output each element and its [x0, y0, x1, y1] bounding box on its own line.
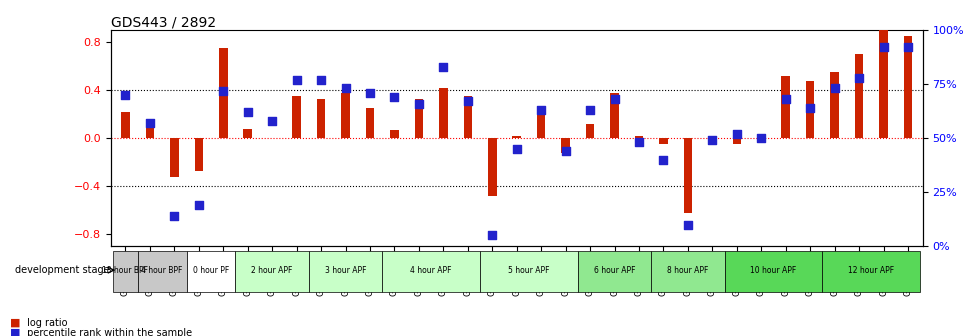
FancyBboxPatch shape	[138, 251, 187, 292]
Bar	[683, 138, 691, 213]
Bar	[170, 138, 178, 176]
Bar	[732, 138, 740, 144]
Point	[166, 213, 182, 219]
Point	[435, 64, 451, 70]
Point	[215, 88, 231, 93]
Point	[729, 131, 744, 136]
Bar	[536, 112, 545, 138]
Point	[680, 222, 695, 227]
Point	[289, 77, 304, 83]
Bar	[560, 138, 569, 153]
Text: 10 hour APF: 10 hour APF	[749, 266, 796, 275]
Point	[631, 140, 646, 145]
Point	[606, 96, 622, 102]
FancyBboxPatch shape	[650, 251, 724, 292]
Bar	[707, 136, 716, 138]
Point	[802, 105, 818, 111]
Bar	[219, 48, 227, 138]
Bar	[609, 92, 618, 138]
Point	[362, 90, 378, 95]
Text: 8 hour APF: 8 hour APF	[667, 266, 708, 275]
Text: 6 hour APF: 6 hour APF	[594, 266, 635, 275]
Point	[704, 138, 720, 143]
Bar	[415, 98, 422, 138]
Point	[778, 96, 793, 102]
FancyBboxPatch shape	[381, 251, 479, 292]
Text: percentile rank within the sample: percentile rank within the sample	[24, 328, 193, 336]
Bar	[854, 54, 863, 138]
Point	[509, 146, 524, 152]
Bar	[878, 30, 887, 138]
Point	[753, 135, 769, 141]
Bar	[390, 130, 398, 138]
FancyBboxPatch shape	[187, 251, 236, 292]
Bar	[585, 124, 594, 138]
FancyBboxPatch shape	[479, 251, 577, 292]
Bar	[511, 136, 520, 138]
Text: 2 hour APF: 2 hour APF	[251, 266, 292, 275]
FancyBboxPatch shape	[113, 251, 138, 292]
Bar	[341, 92, 349, 138]
Text: 4 hour BPF: 4 hour BPF	[141, 266, 183, 275]
Text: 0 hour PF: 0 hour PF	[193, 266, 229, 275]
Bar	[780, 76, 789, 138]
Bar	[317, 98, 325, 138]
Text: ■: ■	[10, 318, 21, 328]
Text: 18 hour BPF: 18 hour BPF	[103, 266, 149, 275]
Bar	[829, 72, 838, 138]
Point	[191, 202, 206, 208]
Point	[899, 45, 914, 50]
Text: log ratio: log ratio	[24, 318, 67, 328]
Point	[337, 86, 353, 91]
Point	[240, 110, 255, 115]
Point	[874, 45, 890, 50]
Bar	[292, 96, 300, 138]
Point	[460, 99, 475, 104]
Bar	[903, 36, 911, 138]
Text: 3 hour APF: 3 hour APF	[325, 266, 366, 275]
Text: development stage: development stage	[15, 265, 110, 275]
Point	[386, 94, 402, 100]
Point	[117, 92, 133, 98]
Text: 5 hour APF: 5 hour APF	[508, 266, 549, 275]
Point	[533, 108, 549, 113]
Bar	[463, 96, 471, 138]
Bar	[244, 129, 251, 138]
Point	[484, 233, 500, 238]
Bar	[487, 138, 496, 196]
Point	[313, 77, 329, 83]
Bar	[195, 138, 202, 171]
Bar	[146, 126, 154, 138]
Point	[850, 75, 866, 80]
Text: 4 hour APF: 4 hour APF	[410, 266, 452, 275]
Point	[142, 120, 157, 126]
FancyBboxPatch shape	[822, 251, 919, 292]
FancyBboxPatch shape	[308, 251, 381, 292]
Text: GDS443 / 2892: GDS443 / 2892	[111, 15, 216, 29]
Bar	[366, 108, 374, 138]
Bar	[121, 112, 130, 138]
Point	[582, 108, 598, 113]
Point	[264, 118, 280, 124]
Text: 12 hour APF: 12 hour APF	[847, 266, 894, 275]
Point	[557, 149, 573, 154]
Bar	[438, 88, 447, 138]
Point	[826, 86, 842, 91]
FancyBboxPatch shape	[236, 251, 308, 292]
Bar	[658, 138, 667, 144]
FancyBboxPatch shape	[577, 251, 650, 292]
Point	[655, 157, 671, 162]
FancyBboxPatch shape	[724, 251, 822, 292]
Bar	[634, 136, 643, 138]
Point	[411, 101, 426, 106]
Bar	[805, 81, 814, 138]
Text: ■: ■	[10, 328, 21, 336]
